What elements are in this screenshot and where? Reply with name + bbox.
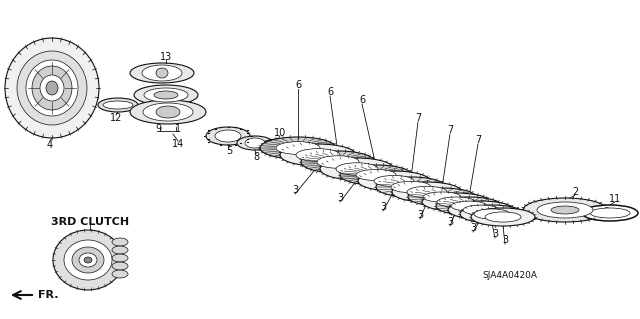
Text: 3: 3 <box>417 210 423 220</box>
Ellipse shape <box>84 257 92 263</box>
Text: 11: 11 <box>609 194 621 204</box>
Text: 5: 5 <box>226 146 232 156</box>
Text: SJA4A0420A: SJA4A0420A <box>483 271 538 280</box>
Text: 4: 4 <box>47 140 53 150</box>
Ellipse shape <box>156 68 168 78</box>
Text: 6: 6 <box>295 80 301 90</box>
Ellipse shape <box>523 198 607 222</box>
Ellipse shape <box>296 149 340 161</box>
Ellipse shape <box>79 253 97 267</box>
Text: FR.: FR. <box>38 290 58 300</box>
Ellipse shape <box>437 197 475 207</box>
Ellipse shape <box>485 212 521 222</box>
Ellipse shape <box>40 75 64 101</box>
Ellipse shape <box>112 238 128 246</box>
Text: 6: 6 <box>359 95 365 105</box>
Ellipse shape <box>276 142 320 154</box>
Ellipse shape <box>64 240 112 280</box>
Ellipse shape <box>98 98 138 112</box>
Text: 7: 7 <box>475 135 481 145</box>
Ellipse shape <box>142 65 182 81</box>
Text: 9: 9 <box>155 124 161 134</box>
Ellipse shape <box>72 247 104 273</box>
Text: 3: 3 <box>447 217 453 227</box>
Ellipse shape <box>356 169 396 181</box>
Text: 3: 3 <box>492 229 498 239</box>
Ellipse shape <box>112 254 128 262</box>
Text: 1: 1 <box>175 124 181 134</box>
Text: 10: 10 <box>274 128 286 138</box>
Ellipse shape <box>436 197 502 215</box>
Text: 13: 13 <box>160 52 172 62</box>
Ellipse shape <box>156 106 180 118</box>
Text: 8: 8 <box>253 152 259 162</box>
Ellipse shape <box>26 60 78 116</box>
Ellipse shape <box>112 262 128 270</box>
Ellipse shape <box>392 182 462 202</box>
Ellipse shape <box>112 270 128 278</box>
Ellipse shape <box>340 165 412 185</box>
Ellipse shape <box>463 205 499 215</box>
Ellipse shape <box>237 136 273 150</box>
Ellipse shape <box>451 201 487 211</box>
Ellipse shape <box>245 138 265 148</box>
Ellipse shape <box>537 202 593 218</box>
Text: 3: 3 <box>470 223 476 233</box>
Ellipse shape <box>17 51 87 125</box>
Ellipse shape <box>53 230 123 290</box>
Ellipse shape <box>460 205 524 223</box>
Text: 2: 2 <box>572 187 578 197</box>
Ellipse shape <box>474 209 510 219</box>
Ellipse shape <box>448 201 514 219</box>
Ellipse shape <box>5 38 99 138</box>
Ellipse shape <box>112 246 128 254</box>
Ellipse shape <box>154 91 178 99</box>
Text: 3: 3 <box>502 235 508 245</box>
Text: 7: 7 <box>447 125 453 135</box>
Ellipse shape <box>32 66 72 110</box>
Ellipse shape <box>358 171 430 191</box>
Text: 7: 7 <box>415 113 421 123</box>
Ellipse shape <box>423 192 461 202</box>
Ellipse shape <box>46 81 58 95</box>
Text: 12: 12 <box>110 113 122 123</box>
Ellipse shape <box>301 151 375 173</box>
Ellipse shape <box>317 156 359 168</box>
Ellipse shape <box>206 127 250 145</box>
Ellipse shape <box>320 158 394 180</box>
Ellipse shape <box>260 137 336 159</box>
Ellipse shape <box>391 181 431 193</box>
Ellipse shape <box>590 208 630 218</box>
Text: 3: 3 <box>292 185 298 195</box>
Ellipse shape <box>130 100 206 124</box>
Ellipse shape <box>280 144 356 166</box>
Ellipse shape <box>268 141 288 153</box>
Ellipse shape <box>374 175 414 187</box>
Ellipse shape <box>376 177 446 197</box>
Ellipse shape <box>551 206 579 214</box>
Ellipse shape <box>407 186 447 198</box>
Ellipse shape <box>144 88 188 102</box>
Ellipse shape <box>336 163 378 175</box>
Text: 6: 6 <box>327 87 333 97</box>
Text: 3RD CLUTCH: 3RD CLUTCH <box>51 217 129 227</box>
Ellipse shape <box>422 193 490 211</box>
Ellipse shape <box>103 101 133 109</box>
Text: 3: 3 <box>337 193 343 203</box>
Ellipse shape <box>408 188 476 206</box>
Ellipse shape <box>260 139 296 155</box>
Ellipse shape <box>143 103 193 121</box>
Ellipse shape <box>130 63 194 83</box>
Text: 3: 3 <box>380 202 386 212</box>
Ellipse shape <box>471 208 535 226</box>
Ellipse shape <box>134 85 198 105</box>
Ellipse shape <box>215 130 241 142</box>
Text: 14: 14 <box>172 139 184 149</box>
Ellipse shape <box>582 205 638 221</box>
